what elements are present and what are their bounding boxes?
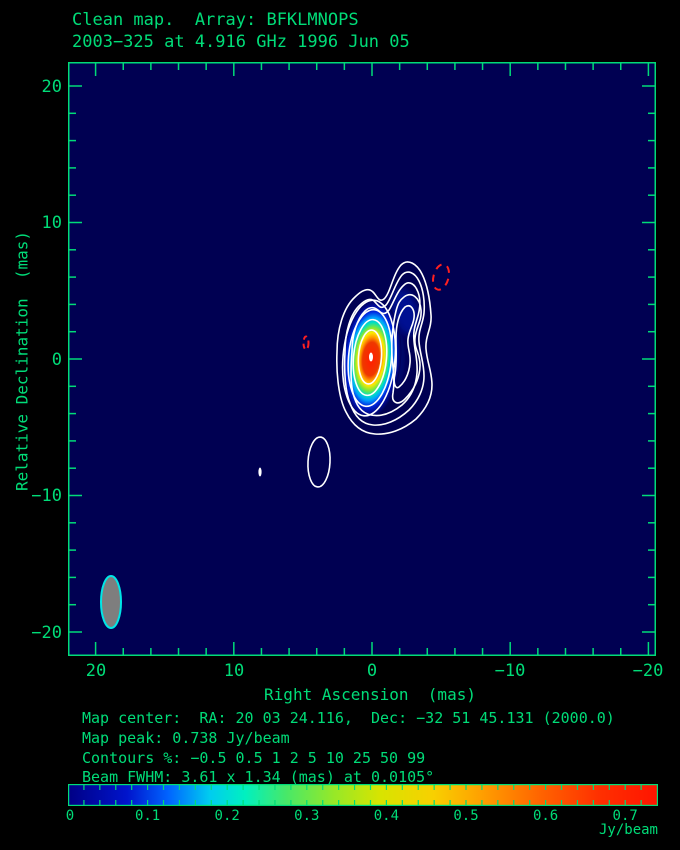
positive-contours — [307, 261, 433, 488]
colorbar-tick-label: 0.3 — [294, 808, 320, 824]
contour-5 — [341, 299, 397, 417]
map-center-text: Map center: RA: 20 03 24.116, Dec: −32 5… — [82, 709, 615, 727]
colorbar — [68, 784, 658, 806]
colorbar-tick-label: 0.6 — [532, 808, 559, 824]
colorbar-tick-label: 0.1 — [134, 808, 161, 824]
x-tick-label: 20 — [85, 661, 107, 681]
beam-ellipse — [100, 575, 122, 629]
y-tick-label: 10 — [41, 213, 62, 233]
y-tick-label: 20 — [41, 77, 62, 97]
axis-ticks — [69, 63, 655, 655]
plot-frame-border — [68, 62, 656, 656]
beam-fwhm-text: Beam FWHM: 3.61 x 1.34 (mas) at 0.0105° — [82, 768, 435, 786]
map-panel — [68, 62, 656, 656]
tiny-contour-speck — [258, 467, 262, 477]
contour-1 — [343, 271, 426, 426]
contour-25 — [352, 318, 388, 397]
negative-contours — [302, 263, 450, 351]
x-tick-label: −20 — [632, 661, 664, 681]
colorbar-tick-label: 0.7 — [612, 808, 638, 824]
x-tick-label: −10 — [494, 661, 526, 681]
map-peak-text: Map peak: 0.738 Jy/beam — [82, 729, 290, 747]
y-tick-label: −10 — [31, 486, 62, 506]
contour-isolated — [307, 436, 331, 488]
colorbar-gradient — [68, 784, 658, 806]
colorbar-border — [68, 784, 658, 806]
map-title: Clean map. Array: BFKLMNOPS — [72, 10, 359, 30]
contour-10 — [347, 308, 393, 408]
contour-99-peak-dot — [369, 352, 373, 362]
x-tick-label: 10 — [223, 661, 245, 681]
map-subtitle: 2003−325 at 4.916 GHz 1996 Jun 05 — [72, 32, 410, 52]
x-axis-title: Right Ascension (mas) — [264, 685, 476, 704]
y-tick-label: 0 — [51, 350, 62, 370]
y-axis-title: Relative Declination (mas) — [12, 230, 32, 492]
contour-0p5 — [336, 261, 433, 435]
colorbar-tick-label: 0.4 — [373, 808, 400, 824]
y-tick-label: −20 — [31, 623, 62, 643]
contour-jet-outer — [390, 294, 422, 404]
contours-text: Contours %: −0.5 0.5 1 2 5 10 25 50 99 — [82, 749, 426, 767]
negative-contour-1 — [432, 263, 450, 291]
negative-contour-2 — [302, 335, 310, 351]
colorbar-unit: Jy/beam — [598, 822, 658, 838]
contour-50 — [357, 329, 383, 385]
x-tick-label: 0 — [366, 661, 378, 681]
contour-jet-inner — [393, 305, 415, 389]
colorbar-tick-label: 0.2 — [214, 808, 240, 824]
colorbar-tick-label: 0.5 — [453, 808, 479, 824]
colorbar-tick-label: 0 — [65, 808, 75, 824]
colorbar-ticks — [83, 784, 642, 806]
